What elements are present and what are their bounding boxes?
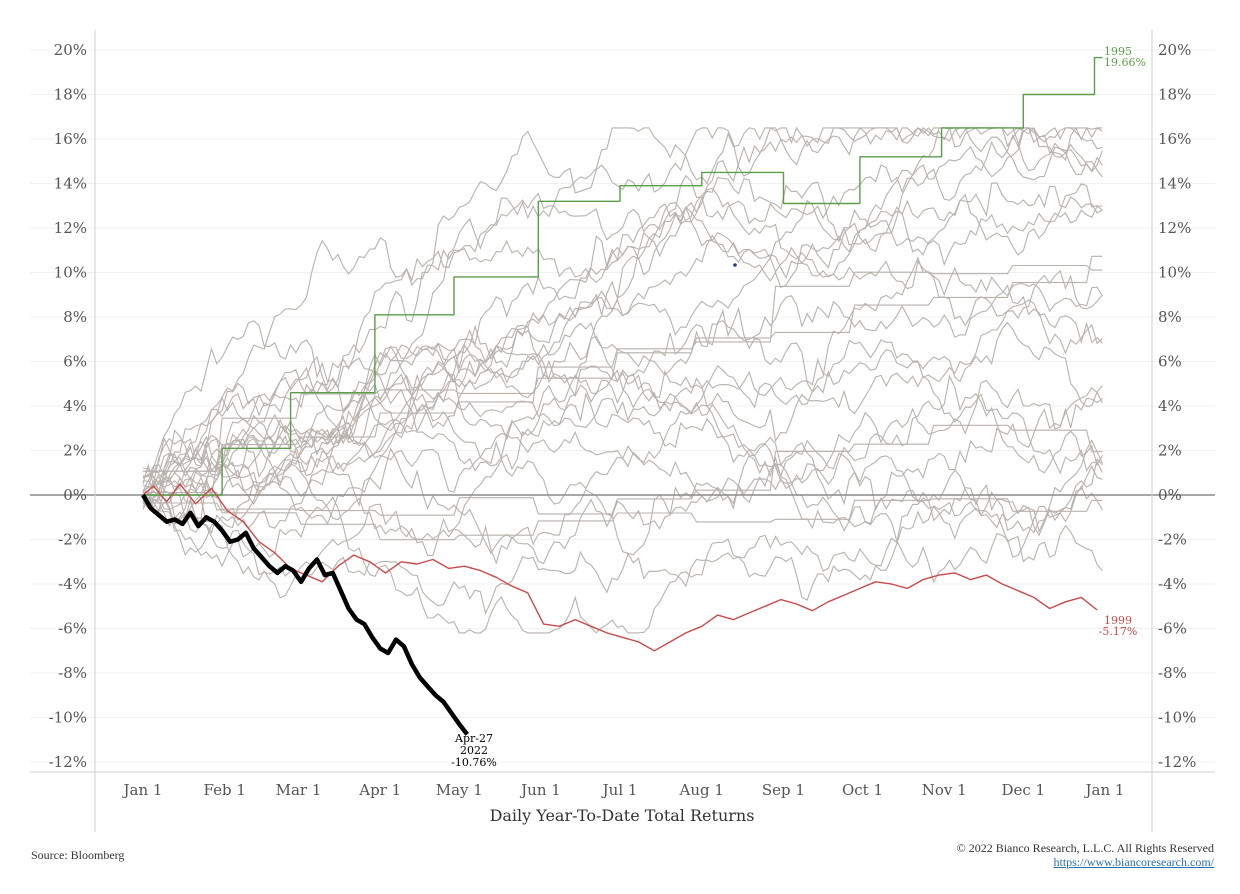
background-year-line xyxy=(142,127,1103,492)
y-tick-label-right: -12% xyxy=(1158,753,1196,771)
y-tick-label: -6% xyxy=(58,620,87,638)
y-tick-label: 12% xyxy=(54,219,87,237)
annotation-2022: 2022 xyxy=(460,744,488,757)
x-tick-label: Jun 1 xyxy=(519,781,561,799)
y-tick-label: 16% xyxy=(54,130,87,148)
annotation-1999: 1999 xyxy=(1104,614,1132,627)
background-year-line xyxy=(143,264,1103,472)
annotation-1995: 19.66% xyxy=(1104,56,1146,69)
y-tick-label-right: -2% xyxy=(1158,531,1187,549)
x-tick-label: Jan 1 xyxy=(122,781,163,799)
annotation-1999: -5.17% xyxy=(1099,625,1138,638)
x-tick-label: May 1 xyxy=(436,781,483,799)
x-tick-label: Apr 1 xyxy=(358,781,401,799)
y-tick-label-right: -8% xyxy=(1158,664,1187,682)
annotation-1995: 1995 xyxy=(1104,45,1132,58)
background-year-line xyxy=(142,439,1103,577)
background-year-line xyxy=(142,379,1103,511)
background-year-line xyxy=(142,489,1103,634)
background-year-line xyxy=(142,246,1103,478)
y-tick-label-right: 2% xyxy=(1158,442,1182,460)
background-year-line xyxy=(142,269,1103,525)
source-note: Source: Bloomberg xyxy=(31,848,125,862)
y-tick-label: 4% xyxy=(63,397,87,415)
y-tick-label-right: 0% xyxy=(1158,486,1182,504)
y-tick-label-right: 4% xyxy=(1158,397,1182,415)
y-tick-label-right: 18% xyxy=(1158,86,1191,104)
x-tick-label: Jan 1 xyxy=(1084,781,1125,799)
y-tick-label-right: -6% xyxy=(1158,620,1187,638)
y-tick-label-right: 10% xyxy=(1158,264,1191,282)
y-tick-label-right: 12% xyxy=(1158,219,1191,237)
background-year-line xyxy=(143,255,1103,472)
y-tick-label-right: -10% xyxy=(1158,709,1196,727)
background-year-line xyxy=(142,335,1103,506)
y-ticks-left: 20% 18% 16% 14% 12% 10% 8% 6% 4% 2% 0% -2% -4% -6% -8%… xyxy=(49,41,87,771)
background-year-line xyxy=(142,374,1103,555)
background-year-line xyxy=(142,127,1103,503)
background-year-line xyxy=(142,182,1103,493)
background-year-line xyxy=(143,424,1103,516)
y-tick-label: 20% xyxy=(54,41,87,59)
y-tick-label: -4% xyxy=(58,575,87,593)
y-tick-label: 0% xyxy=(63,486,87,504)
series-line-2022 xyxy=(141,493,469,736)
x-tick-label: Nov 1 xyxy=(922,781,967,799)
background-year-line xyxy=(142,126,1103,499)
x-tick-label: Oct 1 xyxy=(842,781,883,799)
y-tick-label-right: 14% xyxy=(1158,175,1191,193)
y-ticks-right: 20% 18% 16% 14% 12% 10% 8% 6% 4% 2% 0% -2% -4% -6% -8%… xyxy=(1158,41,1196,771)
x-tick-label: Jul 1 xyxy=(601,781,638,799)
y-tick-label-right: 16% xyxy=(1158,130,1191,148)
background-year-line xyxy=(142,183,1103,535)
copyright-block: © 2022 Bianco Research, L.L.C. All Right… xyxy=(957,841,1214,869)
background-year-line xyxy=(142,126,1103,515)
copyright-text: © 2022 Bianco Research, L.L.C. All Right… xyxy=(956,841,1214,855)
axes xyxy=(30,30,1215,832)
x-ticks: Jan 1 Feb 1 Mar 1 Apr 1 May 1 Jun 1 Jul 1 Aug 1… xyxy=(122,781,1125,799)
y-tick-label: -2% xyxy=(58,531,87,549)
background-year-line xyxy=(143,498,1103,541)
y-tick-label: 6% xyxy=(63,353,87,371)
marker-dot xyxy=(733,263,737,267)
annotation-2022: Apr-27 xyxy=(454,732,493,745)
x-tick-label: Mar 1 xyxy=(276,781,322,799)
website-link[interactable]: https://www.biancoresearch.com/ xyxy=(1053,855,1214,869)
x-tick-label: Dec 1 xyxy=(1001,781,1045,799)
x-tick-label: Sep 1 xyxy=(762,781,805,799)
y-tick-label-right: -4% xyxy=(1158,575,1187,593)
annotation-2022: -10.76% xyxy=(451,756,497,769)
background-year-line xyxy=(142,299,1103,527)
y-tick-label-right: 6% xyxy=(1158,353,1182,371)
x-tick-label: Feb 1 xyxy=(204,781,246,799)
y-tick-label-right: 8% xyxy=(1158,308,1182,326)
y-tick-label: -10% xyxy=(49,709,87,727)
y-tick-label: 10% xyxy=(54,264,87,282)
gridlines xyxy=(30,49,1215,763)
x-axis-label: Daily Year-To-Date Total Returns xyxy=(490,806,755,825)
x-tick-label: Aug 1 xyxy=(679,781,724,799)
series-line-1995 xyxy=(143,56,1103,496)
y-tick-label: 2% xyxy=(63,442,87,460)
y-tick-label: 14% xyxy=(54,175,87,193)
y-tick-label: -12% xyxy=(49,753,87,771)
y-tick-label: 8% xyxy=(63,308,87,326)
y-tick-label-right: 20% xyxy=(1158,41,1191,59)
background-series xyxy=(142,126,1103,634)
highlight-series xyxy=(141,56,1103,736)
y-tick-label: -8% xyxy=(58,664,87,682)
y-tick-label: 18% xyxy=(54,86,87,104)
background-year-line xyxy=(142,388,1103,534)
background-year-line xyxy=(142,401,1103,537)
